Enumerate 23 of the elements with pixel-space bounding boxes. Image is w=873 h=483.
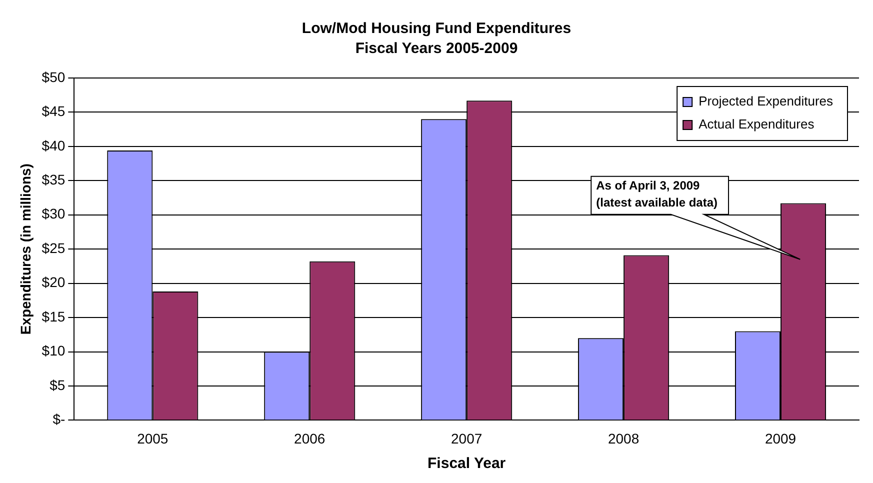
y-tick-label: $5 bbox=[50, 376, 66, 393]
y-tick-label: $- bbox=[52, 411, 66, 428]
y-axis-title: Expenditures (in millions) bbox=[17, 164, 34, 335]
y-tick-label: $35 bbox=[42, 172, 66, 188]
x-tick-label: 2007 bbox=[451, 430, 482, 446]
y-tick-label: $30 bbox=[42, 206, 66, 222]
x-tick-label: 2005 bbox=[137, 430, 168, 446]
annotation: As of April 3, 2009 (latest available data) bbox=[596, 178, 718, 210]
chart-subtitle: Fiscal Years 2005-2009 bbox=[355, 40, 518, 58]
chart-title: Low/Mod Housing Fund Expenditures bbox=[302, 20, 572, 38]
x-tick-label: 2008 bbox=[608, 430, 640, 446]
y-tick-label: $20 bbox=[42, 274, 66, 290]
x-axis-title: Fiscal Year bbox=[428, 455, 506, 472]
y-tick-label: $15 bbox=[42, 308, 66, 324]
y-tick-label: $45 bbox=[42, 103, 66, 120]
y-tick-label: $10 bbox=[42, 342, 66, 359]
legend-label: Actual Expenditures bbox=[698, 116, 815, 132]
legend-label: Projected Expenditures bbox=[698, 94, 834, 109]
y-tick-label: $50 bbox=[42, 68, 66, 85]
y-tick-label: $25 bbox=[42, 240, 66, 256]
x-tick-label: 2009 bbox=[764, 430, 796, 446]
x-tick-label: 2006 bbox=[294, 430, 326, 446]
y-tick-label: $40 bbox=[42, 137, 66, 154]
